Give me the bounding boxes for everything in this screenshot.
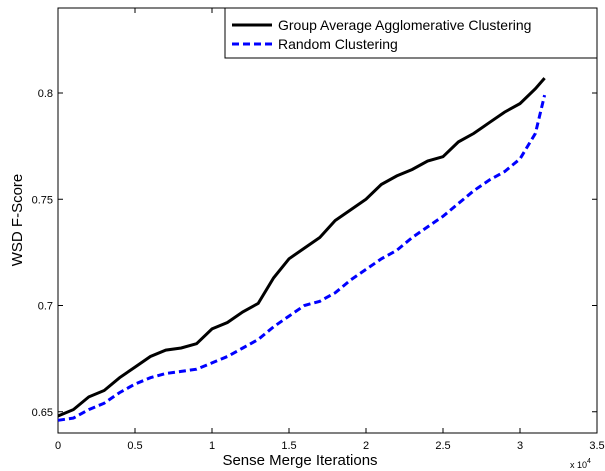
- y-tick-label: 0.75: [32, 194, 53, 206]
- y-tick-label: 0.8: [38, 88, 53, 100]
- x-axis-label: Sense Merge Iterations: [222, 452, 377, 469]
- y-tick-label: 0.65: [32, 407, 53, 419]
- legend-box: [224, 7, 598, 59]
- x-tick-label: 1: [209, 440, 215, 452]
- data-line: [57, 77, 546, 418]
- y-axis-label: WSD F-Score: [9, 174, 26, 267]
- y-tick-label: 0.7: [38, 301, 53, 313]
- x-tick-label: 2.5: [435, 440, 450, 452]
- x-multiplier: x 104: [570, 458, 591, 470]
- x-tick-label: 3.5: [589, 440, 604, 452]
- x-multiplier-base: x 10: [570, 460, 587, 470]
- legend-label: Random Clustering: [278, 36, 398, 52]
- x-tick-label: 0.5: [127, 440, 142, 452]
- x-tick-label: 2: [363, 440, 369, 452]
- legend-label: Group Average Agglomerative Clustering: [278, 17, 531, 33]
- data-line: [57, 94, 547, 422]
- x-multiplier-exponent: 4: [587, 458, 591, 465]
- x-tick-label: 3: [517, 440, 523, 452]
- x-tick-label: 1.5: [281, 440, 296, 452]
- x-tick-label: 0: [55, 440, 61, 452]
- plot-frame: [57, 7, 598, 434]
